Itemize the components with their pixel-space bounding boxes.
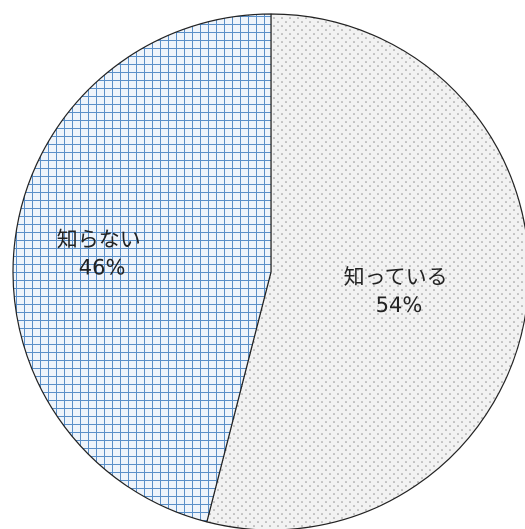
pie-label-shiranai-value: 46% xyxy=(79,256,126,280)
pie-label-shitteiru-name: 知っている xyxy=(344,265,448,289)
pie-label-shiranai: 知らない 46% xyxy=(57,228,148,280)
pie-slice-shiranai xyxy=(12,13,272,523)
pie-label-shiranai-name: 知らない xyxy=(57,228,141,252)
pie-label-shitteiru: 知っている 54% xyxy=(344,265,455,317)
pie-slice-shitteiru xyxy=(206,13,525,529)
pie-label-shitteiru-value: 54% xyxy=(376,293,423,317)
